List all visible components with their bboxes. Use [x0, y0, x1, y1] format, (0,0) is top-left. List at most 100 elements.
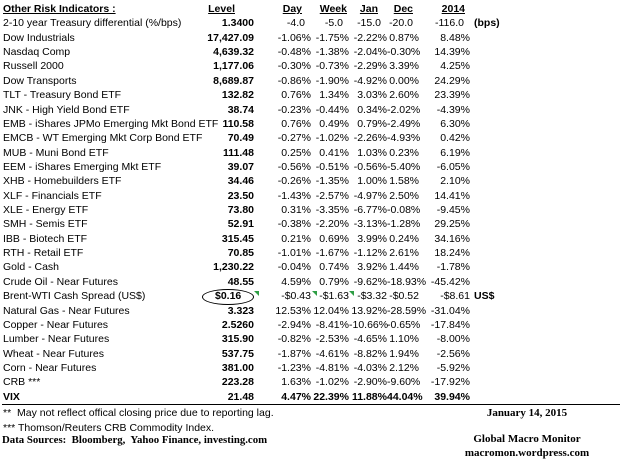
footnote-reporting-lag: ** May not reflect offical closing price…: [3, 407, 274, 419]
cell-week: -2.57%: [315, 189, 349, 202]
cell-week: 0.79%: [319, 275, 349, 288]
table-row: EMCB - WT Emerging Mkt Corp Bond ETF 70.4…: [1, 131, 540, 145]
cell-week: 1.34%: [319, 89, 349, 102]
column-header-day: Day: [282, 3, 302, 15]
indicator-label: XLE - Energy ETF: [3, 204, 89, 217]
cell-day: -0.38%: [277, 218, 311, 231]
unit-suffix: US$: [474, 290, 495, 303]
column-header-week: Week: [319, 3, 347, 15]
table-row: 2-10 year Treasury differential (%/bps) 1…: [1, 16, 540, 30]
cell-y2014: 39.94%: [434, 390, 470, 403]
unit-suffix: [470, 375, 540, 389]
cell-dec: -0.30%: [387, 46, 421, 59]
cell-jan: -4.65%: [353, 333, 387, 346]
cell-level: 3.323: [227, 304, 254, 317]
cell-dec: 2.61%: [389, 247, 419, 260]
cell-y2014: -45.42%: [430, 275, 470, 288]
cell-jan: -6.77%: [353, 204, 387, 217]
table-row: VIX 21.48 4.47% 22.39% 11.88% 44.04% 39.94%: [1, 390, 540, 404]
table-row: XLE - Energy ETF 73.80 0.31% -3.35% -6.77% -0…: [1, 203, 540, 217]
cell-jan: -2.22%: [353, 31, 387, 44]
indicator-label: EMB - iShares JPMo Emerging Mkt Bond ETF: [3, 117, 219, 130]
cell-y2014: -1.78%: [436, 261, 470, 274]
cell-day: 12.53%: [275, 304, 311, 317]
unit-suffix: [470, 31, 540, 45]
cell-level: 2.5260: [221, 318, 254, 331]
risk-indicators-table: Other Risk Indicators : Level Day Week J…: [1, 2, 540, 404]
unit-suffix: [470, 189, 540, 203]
indicator-label: 2-10 year Treasury differential (%/bps): [3, 17, 182, 30]
cell-y2014: -8.00%: [436, 333, 470, 346]
cell-y2014: 6.30%: [440, 117, 470, 130]
cell-dec: -$0.52: [389, 290, 419, 303]
cell-week: -1.35%: [315, 175, 349, 188]
cell-y2014: 0.42%: [440, 132, 470, 145]
cell-jan: -1.12%: [353, 247, 387, 260]
cell-y2014: 6.19%: [440, 146, 470, 159]
cell-level: 38.74: [227, 103, 254, 116]
table-row: JNK - High Yield Bond ETF 38.74 -0.23% -0.4…: [1, 103, 540, 117]
cell-jan: -3.13%: [353, 218, 387, 231]
table-title-cell: Other Risk Indicators :: [1, 2, 202, 16]
cell-day: -0.04%: [277, 261, 311, 274]
cell-y2014: -9.45%: [436, 204, 470, 217]
cell-level: 70.49: [227, 132, 254, 145]
cell-level: 73.80: [227, 204, 254, 217]
table-row: CRB *** 223.28 1.63% -1.02% -2.90% -9.60% -17.…: [1, 375, 540, 389]
cell-week: -1.75%: [315, 31, 349, 44]
cell-jan: 3.03%: [357, 89, 387, 102]
cell-day: 4.47%: [281, 390, 311, 403]
cell-day: -1.87%: [277, 347, 311, 360]
cell-dec: -1.28%: [387, 218, 421, 231]
unit-suffix: [470, 332, 540, 346]
cell-jan: -2.29%: [353, 60, 387, 73]
cell-y2014: 14.39%: [434, 46, 470, 59]
indicator-label: XHB - Homebuilders ETF: [3, 175, 122, 188]
comment-flag-icon: [349, 290, 354, 296]
unit-suffix: [470, 160, 540, 174]
table-row: SMH - Semis ETF 52.91 -0.38% -2.20% -3.13% -1…: [1, 217, 540, 231]
cell-level: 315.90: [221, 333, 254, 346]
cell-jan: 0.79%: [357, 117, 387, 130]
cell-jan: -4.92%: [353, 74, 387, 87]
cell-week: -1.02%: [315, 132, 349, 145]
cell-dec: -2.02%: [387, 103, 421, 116]
cell-jan: -8.82%: [353, 347, 387, 360]
cell-jan: -4.03%: [353, 361, 387, 374]
cell-level: 4,639.32: [213, 46, 254, 59]
indicator-label: Gold - Cash: [3, 261, 60, 274]
cell-level: 21.48: [227, 390, 254, 403]
cell-dec: 2.50%: [389, 189, 419, 202]
cell-dec: 0.23%: [389, 146, 419, 159]
indicator-label: Corn - Near Futures: [3, 361, 97, 374]
indicator-label: XLF - Financials ETF: [3, 189, 102, 202]
cell-jan: 3.92%: [357, 261, 387, 274]
cell-level: 110.58: [222, 117, 254, 130]
cell-day: -1.01%: [277, 247, 311, 260]
unit-suffix: [470, 103, 540, 117]
comment-flag-icon: [312, 290, 317, 296]
table-row: EEM - iShares Emerging Mkt ETF 39.07 -0.56…: [1, 160, 540, 174]
cell-y2014: 18.24%: [434, 247, 470, 260]
circled-value-annotation: $0.16: [202, 288, 255, 305]
cell-week: -1.38%: [315, 46, 349, 59]
table-row: Corn - Near Futures 381.00 -1.23% -4.81% -4.…: [1, 361, 540, 375]
cell-level: 34.46: [227, 175, 254, 188]
cell-day: -2.94%: [277, 318, 311, 331]
indicator-label: Crude Oil - Near Futures: [3, 275, 118, 288]
table-body: 2-10 year Treasury differential (%/bps) 1…: [1, 16, 540, 404]
cell-week: -0.44%: [315, 103, 349, 116]
cell-day: 0.21%: [281, 232, 311, 245]
indicator-label: EEM - iShares Emerging Mkt ETF: [3, 160, 162, 173]
table-row: RTH - Retail ETF 70.85 -1.01% -1.67% -1.12% 2…: [1, 246, 540, 260]
cell-day: 0.76%: [281, 89, 311, 102]
cell-y2014: 14.41%: [434, 189, 470, 202]
table-row: Copper - Near Futures 2.5260 -2.94% -8.41% -…: [1, 318, 540, 332]
cell-jan: -2.90%: [353, 376, 387, 389]
table-row: Russell 2000 1,177.06 -0.30% -0.73% -2.29% 3.…: [1, 59, 540, 73]
indicator-label: Dow Transports: [3, 74, 77, 87]
unit-suffix: [470, 217, 540, 231]
cell-level: 381.00: [221, 361, 254, 374]
unit-suffix: [470, 45, 540, 59]
cell-jan: -10.66%: [349, 318, 389, 331]
